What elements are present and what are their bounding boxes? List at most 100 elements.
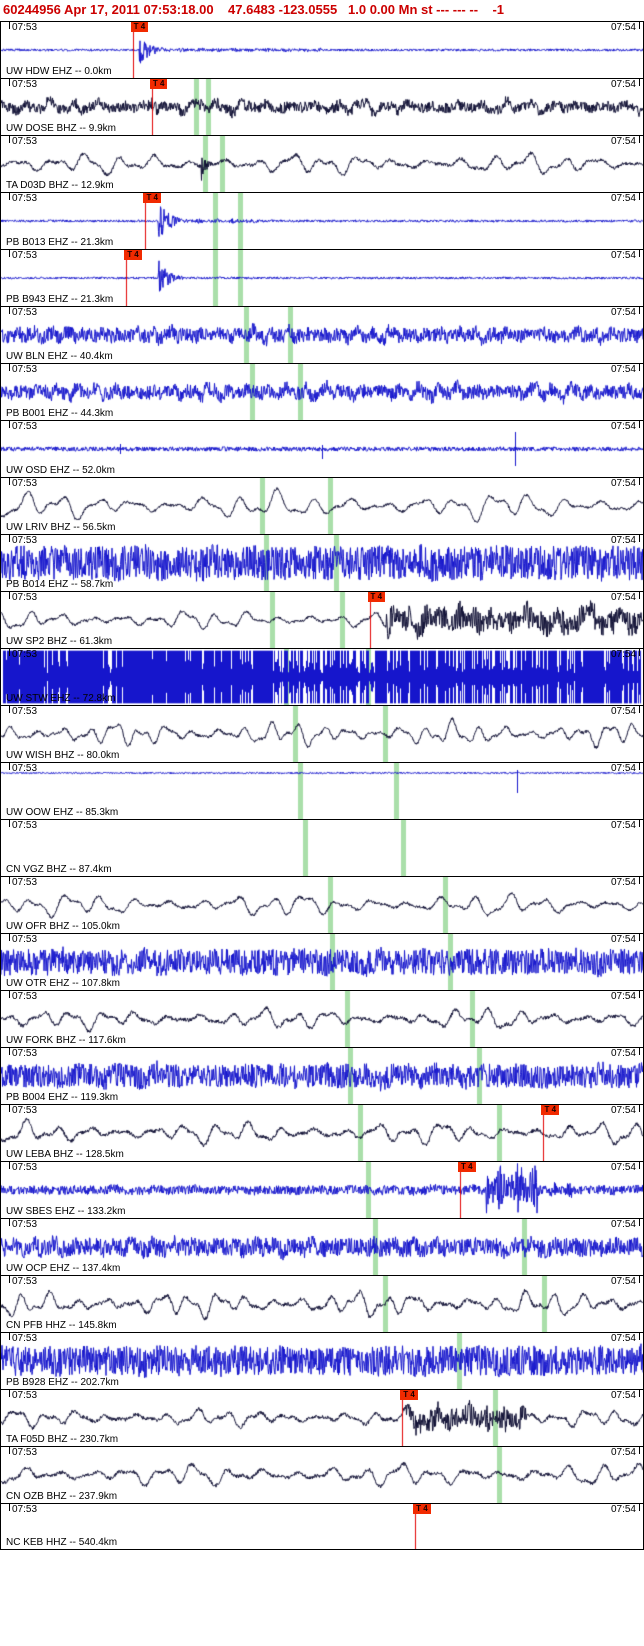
trace-panel-22[interactable]: 07:53 07:54 UW OCP EHZ -- 137.4km bbox=[0, 1219, 644, 1276]
trace-panel-23[interactable]: 07:53 07:54 CN PFB HHZ -- 145.8km bbox=[0, 1276, 644, 1333]
trace-panel-2[interactable]: 07:53 07:54 UW DOSE BHZ -- 9.9km T 4 bbox=[0, 79, 644, 136]
time-label-right: 07:54 bbox=[610, 1276, 636, 1287]
waveform-canvas[interactable] bbox=[1, 649, 643, 705]
trace-panel-3[interactable]: 07:53 07:54 TA D03D BHZ -- 12.9km bbox=[0, 136, 644, 193]
station-label: UW OCP EHZ -- 137.4km bbox=[6, 1263, 121, 1274]
waveform-canvas[interactable] bbox=[1, 877, 643, 933]
phase-flag[interactable]: T 4 bbox=[143, 193, 161, 203]
waveform-canvas[interactable] bbox=[1, 1276, 643, 1332]
left-time-tick bbox=[9, 250, 10, 257]
time-label-left: 07:53 bbox=[12, 649, 38, 660]
waveform-canvas[interactable] bbox=[1, 820, 643, 876]
station-label: UW SP2 BHZ -- 61.3km bbox=[6, 636, 113, 647]
trace-panel-21[interactable]: 07:53 07:54 UW SBES EHZ -- 133.2km T 4 bbox=[0, 1162, 644, 1219]
time-label-left: 07:53 bbox=[12, 193, 38, 204]
waveform-canvas[interactable] bbox=[1, 1447, 643, 1503]
waveform-canvas[interactable] bbox=[1, 763, 643, 819]
time-label-right: 07:54 bbox=[610, 991, 636, 1002]
left-time-tick bbox=[9, 478, 10, 485]
trace-panel-10[interactable]: 07:53 07:54 PB B014 EHZ -- 58.7km bbox=[0, 535, 644, 592]
time-label-left: 07:53 bbox=[12, 136, 38, 147]
trace-panel-16[interactable]: 07:53 07:54 UW OFR BHZ -- 105.0km bbox=[0, 877, 644, 934]
phase-flag[interactable]: T 4 bbox=[130, 22, 149, 32]
station-label: PB B004 EHZ -- 119.3km bbox=[6, 1092, 119, 1103]
left-time-tick bbox=[9, 763, 10, 770]
time-label-right: 07:54 bbox=[610, 877, 636, 888]
time-label-left: 07:53 bbox=[12, 1333, 38, 1344]
trace-panel-9[interactable]: 07:53 07:54 UW LRIV BHZ -- 56.5km bbox=[0, 478, 644, 535]
right-time-tick bbox=[639, 706, 640, 713]
right-time-tick bbox=[639, 307, 640, 314]
trace-panel-25[interactable]: 07:53 07:54 TA F05D BHZ -- 230.7km T 4 bbox=[0, 1390, 644, 1447]
phase-flag[interactable]: T 4 bbox=[400, 1390, 418, 1400]
trace-panel-6[interactable]: 07:53 07:54 UW BLN EHZ -- 40.4km bbox=[0, 307, 644, 364]
phase-flag[interactable]: T 4 bbox=[458, 1162, 476, 1172]
waveform-canvas[interactable] bbox=[1, 79, 643, 135]
trace-panel-19[interactable]: 07:53 07:54 PB B004 EHZ -- 119.3km bbox=[0, 1048, 644, 1105]
trace-panel-27[interactable]: 07:53 07:54 NC KEB HHZ -- 540.4km T 4 bbox=[0, 1504, 644, 1550]
waveform-canvas[interactable] bbox=[1, 1162, 643, 1218]
trace-panel-12[interactable]: 07:53 07:54 UW STW EHZ -- 72.8km bbox=[0, 649, 644, 706]
trace-panel-4[interactable]: 07:53 07:54 PB B013 EHZ -- 21.3km T 4 bbox=[0, 193, 644, 250]
waveform-canvas[interactable] bbox=[1, 1219, 643, 1275]
station-label: UW OTR EHZ -- 107.8km bbox=[6, 978, 120, 989]
trace-panel-26[interactable]: 07:53 07:54 CN OZB BHZ -- 237.9km bbox=[0, 1447, 644, 1504]
trace-panels: 07:53 07:54 UW HDW EHZ -- 0.0km T 4 07:53 07:… bbox=[0, 22, 644, 1550]
phase-flag[interactable]: T 4 bbox=[367, 592, 386, 602]
waveform-canvas[interactable] bbox=[1, 991, 643, 1047]
waveform-canvas[interactable] bbox=[1, 1504, 643, 1549]
waveform-canvas[interactable] bbox=[1, 364, 643, 420]
trace-panel-14[interactable]: 07:53 07:54 UW OOW EHZ -- 85.3km bbox=[0, 763, 644, 820]
trace-panel-11[interactable]: 07:53 07:54 UW SP2 BHZ -- 61.3km T 4 bbox=[0, 592, 644, 649]
time-label-right: 07:54 bbox=[610, 307, 636, 318]
trace-panel-5[interactable]: 07:53 07:54 PB B943 EHZ -- 21.3km T 4 bbox=[0, 250, 644, 307]
trace-panel-24[interactable]: 07:53 07:54 PB B928 EHZ -- 202.7km bbox=[0, 1333, 644, 1390]
right-time-tick bbox=[639, 1504, 640, 1511]
trace-panel-18[interactable]: 07:53 07:54 UW FORK BHZ -- 117.6km bbox=[0, 991, 644, 1048]
left-time-tick bbox=[9, 79, 10, 86]
waveform-canvas[interactable] bbox=[1, 592, 643, 648]
trace-panel-8[interactable]: 07:53 07:54 UW OSD EHZ -- 52.0km bbox=[0, 421, 644, 478]
blank-area bbox=[0, 1550, 644, 1646]
trace-panel-13[interactable]: 07:53 07:54 UW WISH BHZ -- 80.0km bbox=[0, 706, 644, 763]
left-time-tick bbox=[9, 364, 10, 371]
phase-flag[interactable]: T 4 bbox=[149, 79, 168, 89]
waveform-canvas[interactable] bbox=[1, 1105, 643, 1161]
station-label: UW BLN EHZ -- 40.4km bbox=[6, 351, 113, 362]
waveform-canvas[interactable] bbox=[1, 136, 643, 192]
station-label: CN OZB BHZ -- 237.9km bbox=[6, 1491, 118, 1502]
time-label-right: 07:54 bbox=[610, 592, 636, 603]
waveform-canvas[interactable] bbox=[1, 706, 643, 762]
trace-panel-7[interactable]: 07:53 07:54 PB B001 EHZ -- 44.3km bbox=[0, 364, 644, 421]
left-time-tick bbox=[9, 1219, 10, 1226]
time-label-left: 07:53 bbox=[12, 1048, 38, 1059]
time-label-left: 07:53 bbox=[12, 1447, 38, 1458]
waveform-canvas[interactable] bbox=[1, 307, 643, 363]
waveform-canvas[interactable] bbox=[1, 22, 643, 78]
phase-flag[interactable]: T 4 bbox=[124, 250, 142, 260]
waveform-canvas[interactable] bbox=[1, 1333, 643, 1389]
time-label-right: 07:54 bbox=[610, 79, 636, 90]
time-label-left: 07:53 bbox=[12, 820, 38, 831]
phase-flag[interactable]: T 4 bbox=[541, 1105, 560, 1115]
trace-panel-1[interactable]: 07:53 07:54 UW HDW EHZ -- 0.0km T 4 bbox=[0, 22, 644, 79]
trace-panel-15[interactable]: 07:53 07:54 CN VGZ BHZ -- 87.4km bbox=[0, 820, 644, 877]
waveform-canvas[interactable] bbox=[1, 934, 643, 990]
left-time-tick bbox=[9, 193, 10, 200]
event-header: 60244956 Apr 17, 2011 07:53:18.00 47.648… bbox=[0, 0, 644, 22]
waveform-canvas[interactable] bbox=[1, 421, 643, 477]
waveform-canvas[interactable] bbox=[1, 478, 643, 534]
right-time-tick bbox=[639, 1105, 640, 1112]
waveform-canvas[interactable] bbox=[1, 193, 643, 249]
station-label: PB B943 EHZ -- 21.3km bbox=[6, 294, 114, 305]
waveform-canvas[interactable] bbox=[1, 535, 643, 591]
trace-panel-17[interactable]: 07:53 07:54 UW OTR EHZ -- 107.8km bbox=[0, 934, 644, 991]
waveform-canvas[interactable] bbox=[1, 250, 643, 306]
trace-panel-20[interactable]: 07:53 07:54 UW LEBA BHZ -- 128.5km T 4 bbox=[0, 1105, 644, 1162]
station-label: TA D03D BHZ -- 12.9km bbox=[6, 180, 114, 191]
phase-flag[interactable]: T 4 bbox=[413, 1504, 431, 1514]
waveform-canvas[interactable] bbox=[1, 1048, 643, 1104]
left-time-tick bbox=[9, 1390, 10, 1397]
waveform-canvas[interactable] bbox=[1, 1390, 643, 1446]
left-time-tick bbox=[9, 877, 10, 884]
